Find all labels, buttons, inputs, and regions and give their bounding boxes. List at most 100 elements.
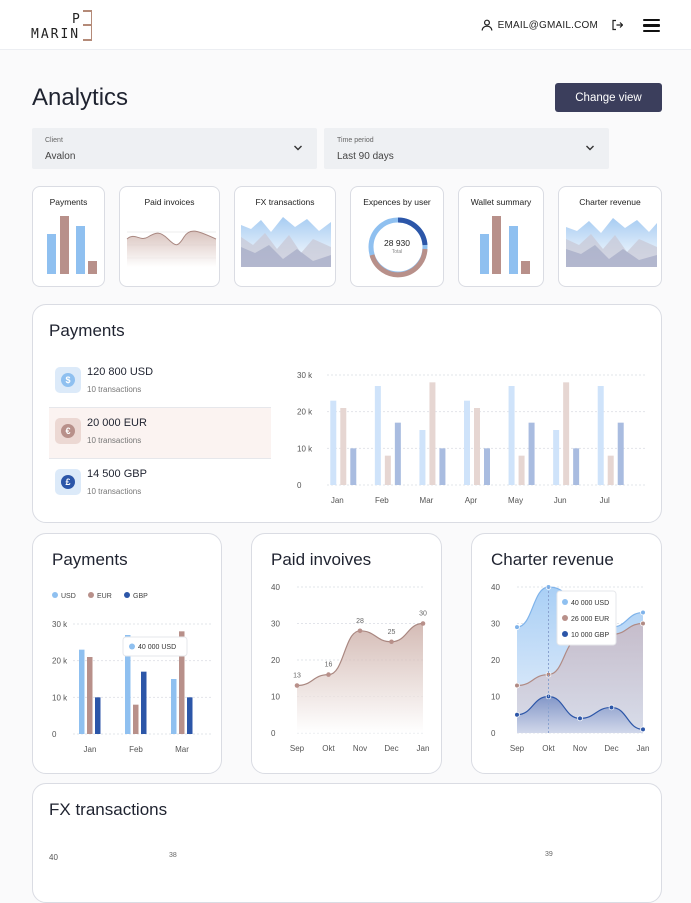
x-tick-label: Dec — [384, 744, 398, 753]
area-fill — [297, 623, 423, 733]
x-tick-label: Jun — [554, 496, 567, 505]
payments-card: Payments $ 120 800 USD 10 transactions €… — [32, 304, 662, 523]
legend-label: USD — [61, 593, 76, 600]
y-tick-label: 10 — [491, 693, 500, 702]
bar — [597, 386, 604, 485]
y-tick-label: 30 k — [52, 620, 68, 629]
menu-icon[interactable] — [643, 19, 660, 33]
y-tick-label: 20 k — [297, 408, 313, 417]
currency-row-usd[interactable]: $ 120 800 USD 10 transactions — [49, 357, 271, 407]
data-point — [577, 715, 583, 722]
logo-superscript: P — [72, 12, 80, 27]
bar — [563, 382, 570, 485]
euro-icon: € — [55, 418, 81, 444]
mini-card-title: Charter revenue — [579, 197, 641, 207]
data-label: 16 — [325, 662, 333, 669]
time-period-select-label: Time period — [337, 137, 374, 144]
bar — [350, 448, 357, 485]
mini-card-title: FX transactions — [255, 197, 315, 207]
x-tick-label: Jan — [417, 744, 430, 753]
logout-icon[interactable] — [611, 19, 623, 31]
time-period-select-value: Last 90 days — [337, 151, 394, 162]
donut-value: 28 930 — [384, 238, 410, 248]
y-tick-label: 30 — [491, 620, 500, 629]
bar — [419, 430, 426, 485]
x-tick-label: Nov — [573, 744, 587, 753]
payments-small-card: Payments USD EUR GBP 0 10 k 20 k 30 k Jan Feb Mar… — [32, 533, 222, 774]
mini-card-payments[interactable]: Payments — [32, 186, 105, 287]
logo[interactable]: P MARIN — [31, 10, 101, 44]
fx-data-label: 39 — [545, 851, 553, 858]
fx-y-tick: 40 — [49, 853, 58, 862]
tooltip-marker — [129, 643, 135, 650]
bar — [79, 649, 85, 734]
data-point — [357, 628, 363, 634]
mini-area-chart — [241, 217, 331, 267]
y-tick-label: 0 — [297, 481, 302, 490]
x-tick-label: Nov — [353, 744, 367, 753]
charter-revenue-card: Charter revenue 0 10 20 30 40 40 000 USD 26 00… — [471, 533, 662, 774]
logo-three-mark — [83, 10, 92, 41]
bar — [528, 422, 535, 485]
data-label: 13 — [293, 673, 301, 680]
currency-row-eur[interactable]: € 20 000 EUR 10 transactions — [49, 408, 271, 458]
mini-card-charter-revenue[interactable]: Charter revenue — [558, 186, 662, 287]
y-tick-label: 40 — [491, 583, 500, 592]
mini-card-fx-transactions[interactable]: FX transactions — [234, 186, 336, 287]
x-tick-label: Dec — [604, 744, 618, 753]
data-point — [326, 672, 331, 677]
divider — [49, 458, 271, 459]
x-tick-label: Feb — [375, 496, 389, 505]
mini-card-expenses-by-user[interactable]: Expences by user 28 930 Total — [350, 186, 444, 287]
client-select-value: Avalon — [45, 151, 76, 162]
data-point — [514, 682, 520, 689]
currency-row-gbp[interactable]: £ 14 500 GBP 10 transactions — [49, 459, 271, 509]
tooltip-text: 26 000 EUR — [571, 616, 609, 623]
user-account[interactable]: EMAIL@GMAIL.COM — [481, 19, 598, 31]
bar — [330, 400, 337, 485]
x-tick-label: Jul — [600, 496, 610, 505]
bar — [464, 400, 470, 485]
y-tick-label: 10 — [271, 693, 280, 702]
y-tick-label: 0 — [52, 730, 57, 739]
bar — [573, 448, 580, 485]
bar — [508, 386, 515, 485]
donut-chart — [368, 217, 428, 278]
y-tick-label: 30 — [271, 620, 280, 629]
tooltip-text: 10 000 GBP — [571, 632, 609, 639]
x-tick-label: Jan — [84, 745, 97, 754]
y-tick-label: 0 — [491, 729, 496, 738]
bar — [474, 408, 480, 485]
currency-subtext: 10 transactions — [87, 436, 142, 445]
mini-card-wallet-summary[interactable]: Wallet summary — [458, 186, 544, 287]
change-view-button[interactable]: Change view — [555, 83, 662, 112]
y-tick-label: 10 k — [297, 444, 313, 453]
x-tick-label: Jan — [637, 744, 650, 753]
bar — [484, 448, 490, 485]
time-period-select[interactable]: Time period Last 90 days — [324, 128, 609, 169]
x-tick-label: Mar — [420, 496, 434, 505]
mini-card-paid-invoices[interactable]: Paid invoices — [119, 186, 220, 287]
pound-icon: £ — [55, 469, 81, 495]
bar — [179, 631, 185, 734]
tooltip-marker — [562, 615, 568, 621]
data-point — [640, 609, 646, 616]
y-tick-label: 10 k — [52, 693, 68, 702]
donut-caption: Total — [391, 249, 403, 255]
data-point — [514, 624, 520, 630]
mini-card-title: Wallet summary — [470, 197, 532, 207]
client-select[interactable]: Client Avalon — [32, 128, 317, 169]
bar — [340, 408, 347, 485]
bar — [187, 697, 193, 734]
mini-card-title: Expences by user — [363, 197, 431, 207]
bar — [171, 679, 177, 734]
y-tick-label: 20 — [271, 656, 280, 665]
data-label: 30 — [419, 611, 427, 618]
bar — [617, 422, 624, 485]
bar — [518, 455, 525, 485]
data-point — [640, 726, 646, 733]
bar — [125, 635, 131, 734]
tooltip-marker — [562, 631, 568, 637]
mini-card-title: Payments — [49, 197, 88, 207]
tooltip-marker — [562, 599, 568, 605]
